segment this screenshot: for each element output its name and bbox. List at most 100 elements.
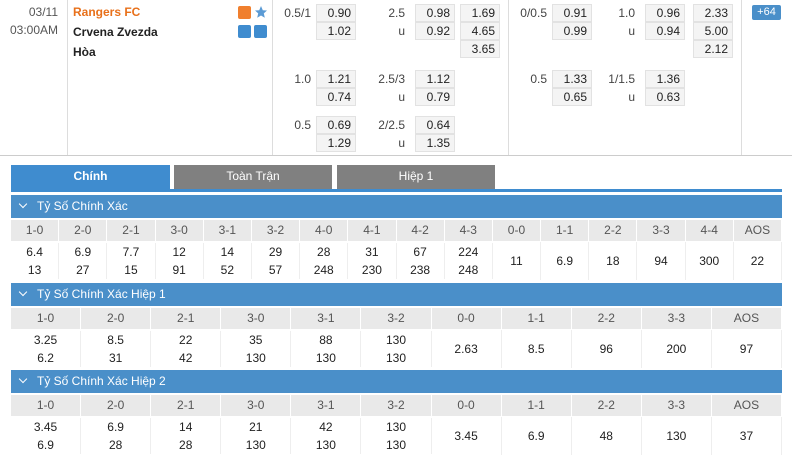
odds-value[interactable]: 11 bbox=[493, 242, 542, 280]
home-team[interactable]: Rangers FC bbox=[73, 5, 141, 19]
odds-value[interactable]: 0.79 bbox=[415, 88, 455, 106]
away-team[interactable]: Crvena Zvezda bbox=[73, 25, 158, 39]
odds-value[interactable]: 130 bbox=[361, 436, 432, 454]
odds-value[interactable]: 230 bbox=[348, 261, 397, 279]
odds-value[interactable]: 28 bbox=[300, 243, 349, 261]
odds-value[interactable]: 6.9 bbox=[11, 436, 82, 454]
odds-value[interactable]: 18 bbox=[589, 242, 638, 280]
odds-value[interactable]: 1.21 bbox=[316, 70, 356, 88]
chevron bbox=[18, 287, 28, 297]
tab[interactable]: Chính bbox=[11, 165, 170, 189]
odds-value[interactable]: 29 bbox=[252, 243, 301, 261]
odds-value[interactable]: 13 bbox=[11, 261, 60, 279]
odds-value[interactable]: 22 bbox=[151, 331, 222, 349]
odds-value[interactable]: 14 bbox=[204, 243, 252, 261]
odds-value[interactable]: 57 bbox=[252, 261, 301, 279]
odds-value[interactable]: 130 bbox=[221, 436, 292, 454]
odds-value[interactable]: 21 bbox=[221, 418, 292, 436]
odds-value[interactable]: 52 bbox=[204, 261, 252, 279]
odds-value[interactable]: 130 bbox=[361, 331, 432, 349]
odds-value[interactable]: 0.90 bbox=[316, 4, 356, 22]
odds-value[interactable]: 14 bbox=[151, 418, 222, 436]
odds-value[interactable]: 6.9 bbox=[59, 243, 108, 261]
odds-value[interactable]: 6.9 bbox=[502, 417, 572, 455]
odds-value[interactable]: 0.94 bbox=[645, 22, 685, 40]
odds-value[interactable]: 224 bbox=[445, 243, 493, 261]
tab[interactable]: Toàn Trận bbox=[174, 165, 332, 189]
odds-value[interactable]: 6.9 bbox=[541, 242, 590, 280]
odds-value[interactable]: 35 bbox=[221, 331, 292, 349]
odds-value[interactable]: 8.5 bbox=[81, 331, 152, 349]
odds-value[interactable]: 3.45 bbox=[432, 417, 502, 455]
odds-value[interactable]: 0.92 bbox=[415, 22, 455, 40]
odds-value[interactable]: 0.69 bbox=[316, 116, 356, 134]
odds-value[interactable]: 28 bbox=[81, 436, 152, 454]
odds-icon[interactable] bbox=[238, 25, 251, 38]
odds-value[interactable]: 6.4 bbox=[11, 243, 60, 261]
odds-value[interactable]: 5.00 bbox=[693, 22, 733, 40]
odds-value[interactable]: 0.99 bbox=[552, 22, 592, 40]
odds-value[interactable]: 37 bbox=[712, 417, 782, 455]
odds-value[interactable]: 2.33 bbox=[693, 4, 733, 22]
odds-value[interactable]: 88 bbox=[291, 331, 362, 349]
odds-value[interactable]: 42 bbox=[291, 418, 362, 436]
odds-value[interactable]: 94 bbox=[637, 242, 686, 280]
odds-value[interactable]: 28 bbox=[151, 436, 222, 454]
odds-value[interactable]: 67 bbox=[397, 243, 445, 261]
stats-icon[interactable] bbox=[238, 6, 251, 19]
odds-value[interactable]: 7.7 bbox=[107, 243, 156, 261]
chart-icon[interactable] bbox=[254, 25, 267, 38]
odds-value[interactable]: 48 bbox=[572, 417, 642, 455]
odds-value[interactable]: 130 bbox=[291, 436, 362, 454]
odds-value[interactable]: 6.9 bbox=[81, 418, 152, 436]
more-button[interactable]: +64 bbox=[752, 5, 781, 20]
odds-value[interactable]: 42 bbox=[151, 349, 222, 367]
odds-value[interactable]: 300 bbox=[686, 242, 734, 280]
odds-value[interactable]: 4.65 bbox=[460, 22, 500, 40]
odds-value[interactable]: 31 bbox=[348, 243, 397, 261]
odds-value[interactable]: 130 bbox=[642, 417, 712, 455]
odds-value[interactable]: 91 bbox=[156, 261, 204, 279]
odds-value[interactable]: 2.63 bbox=[432, 330, 502, 368]
odds-value[interactable]: 130 bbox=[361, 349, 432, 367]
odds-value[interactable]: 1.33 bbox=[552, 70, 592, 88]
odds-value[interactable]: 1.02 bbox=[316, 22, 356, 40]
odds-value[interactable]: 130 bbox=[291, 349, 362, 367]
favorite-star[interactable] bbox=[254, 5, 268, 19]
odds-value[interactable]: 97 bbox=[712, 330, 782, 368]
odds-value[interactable]: 15 bbox=[107, 261, 156, 279]
odds-value[interactable]: 130 bbox=[221, 349, 292, 367]
odds-value[interactable]: 27 bbox=[59, 261, 108, 279]
section-header[interactable]: Tỷ Số Chính Xác Hiệp 1 bbox=[11, 283, 782, 306]
odds-value[interactable]: 1.35 bbox=[415, 134, 455, 152]
odds-value[interactable]: 238 bbox=[397, 261, 445, 279]
odds-value[interactable]: 130 bbox=[361, 418, 432, 436]
odds-value[interactable]: 3.65 bbox=[460, 40, 500, 58]
odds-value[interactable]: 0.64 bbox=[415, 116, 455, 134]
odds-value[interactable]: 22 bbox=[734, 242, 782, 280]
odds-value[interactable]: 0.91 bbox=[552, 4, 592, 22]
odds-value[interactable]: 12 bbox=[156, 243, 204, 261]
section-header[interactable]: Tỷ Số Chính Xác bbox=[11, 195, 782, 218]
odds-value[interactable]: 3.25 bbox=[11, 331, 82, 349]
odds-value[interactable]: 96 bbox=[572, 330, 642, 368]
odds-value[interactable]: 248 bbox=[445, 261, 493, 279]
odds-value[interactable]: 2.12 bbox=[693, 40, 733, 58]
odds-value[interactable]: 1.36 bbox=[645, 70, 685, 88]
odds-value[interactable]: 248 bbox=[300, 261, 349, 279]
odds-value[interactable]: 0.63 bbox=[645, 88, 685, 106]
odds-value[interactable]: 0.98 bbox=[415, 4, 455, 22]
section-header[interactable]: Tỷ Số Chính Xác Hiệp 2 bbox=[11, 370, 782, 393]
odds-value[interactable]: 0.96 bbox=[645, 4, 685, 22]
odds-value[interactable]: 1.29 bbox=[316, 134, 356, 152]
odds-value[interactable]: 6.2 bbox=[11, 349, 82, 367]
odds-value[interactable]: 1.12 bbox=[415, 70, 455, 88]
odds-value[interactable]: 0.74 bbox=[316, 88, 356, 106]
tab[interactable]: Hiệp 1 bbox=[337, 165, 495, 189]
odds-value[interactable]: 200 bbox=[642, 330, 712, 368]
odds-value[interactable]: 0.65 bbox=[552, 88, 592, 106]
odds-value[interactable]: 3.45 bbox=[11, 418, 82, 436]
odds-value[interactable]: 8.5 bbox=[502, 330, 572, 368]
odds-value[interactable]: 31 bbox=[81, 349, 152, 367]
odds-value[interactable]: 1.69 bbox=[460, 4, 500, 22]
